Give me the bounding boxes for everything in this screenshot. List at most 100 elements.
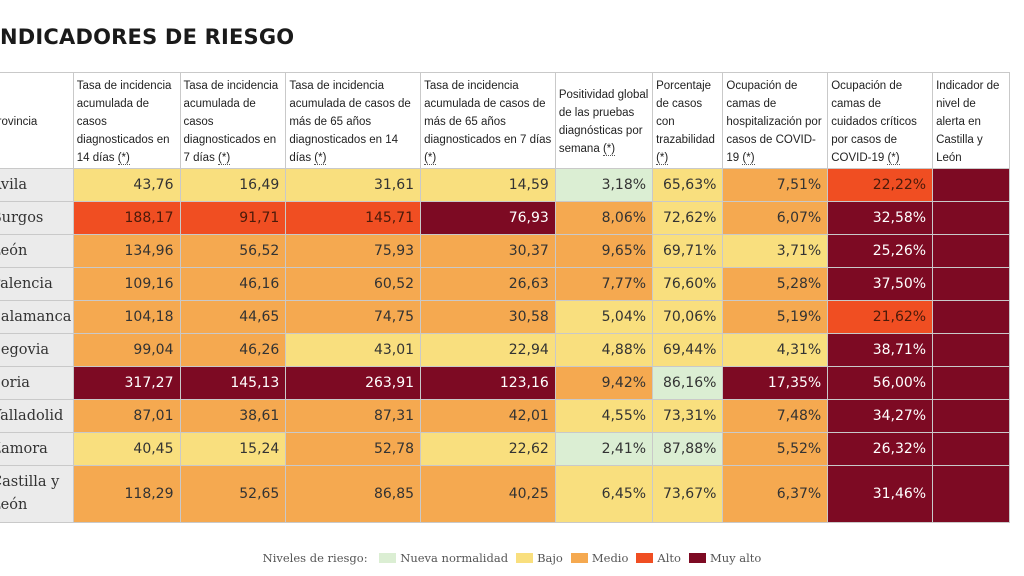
indicator-cell: 6,45% xyxy=(554,465,654,523)
legend-item-label: Muy alto xyxy=(709,551,762,565)
column-header: Tasa de incidencia acumulada de casos di… xyxy=(179,72,287,169)
legend-item-label: Medio xyxy=(591,551,629,565)
indicator-cell: 26,63 xyxy=(420,267,556,301)
footnote-marker[interactable]: (*) xyxy=(424,151,437,165)
indicator-cell: 7,51% xyxy=(722,168,829,202)
indicator-cell: 43,76 xyxy=(72,168,181,202)
legend-swatch xyxy=(379,553,397,563)
indicator-cell: 109,16 xyxy=(72,267,181,301)
province-cell: Segovia xyxy=(0,333,74,367)
indicator-cell: 52,65 xyxy=(179,465,287,523)
indicator-cell: 2,41% xyxy=(554,432,654,466)
legend-item-label: Nueva normalidad xyxy=(400,551,509,565)
indicator-cell xyxy=(932,168,1010,202)
indicator-cell: 99,04 xyxy=(72,333,181,367)
legend-label: Niveles de riesgo: xyxy=(262,551,368,565)
indicator-cell: 74,75 xyxy=(285,300,422,334)
indicator-cell: 87,31 xyxy=(285,399,422,433)
indicator-cell: 40,45 xyxy=(72,432,181,466)
indicator-cell: 91,71 xyxy=(179,201,287,235)
indicator-cell: 6,37% xyxy=(722,465,829,523)
footnote-marker[interactable]: (*) xyxy=(602,142,616,156)
table-row: Castilla y León118,2952,6586,8540,256,45… xyxy=(0,465,1010,523)
indicator-cell xyxy=(932,366,1010,400)
province-cell: Palencia xyxy=(0,267,74,301)
indicator-cell: 32,58% xyxy=(827,201,934,235)
indicator-cell: 104,18 xyxy=(72,300,181,334)
table-row: Ávila43,7616,4931,6114,593,18%65,63%7,51… xyxy=(0,168,1010,202)
table-row: León134,9656,5275,9330,379,65%69,71%3,71… xyxy=(0,234,1010,268)
indicator-cell: 15,24 xyxy=(179,432,287,466)
indicator-cell: 5,19% xyxy=(722,300,829,334)
column-header: Tasa de incidencia acumulada de casos de… xyxy=(285,72,422,169)
table-header-row: Provincia Tasa de incidencia acumulada de… xyxy=(0,72,1010,169)
footnote-marker[interactable]: (*) xyxy=(887,151,900,165)
legend-swatch xyxy=(688,553,706,563)
indicator-cell: 34,27% xyxy=(827,399,934,433)
indicator-cell: 26,32% xyxy=(827,432,934,466)
table-row: Palencia109,1646,1660,5226,637,77%76,60%… xyxy=(0,267,1010,301)
indicator-cell: 3,71% xyxy=(722,234,829,268)
indicator-cell: 3,18% xyxy=(554,168,654,202)
indicator-cell: 21,62% xyxy=(827,300,934,334)
table-row: Zamora40,4515,2452,7822,622,41%87,88%5,5… xyxy=(0,432,1010,466)
column-header: Ocupación de camas de cuidados críticos … xyxy=(827,72,934,169)
indicator-cell: 30,37 xyxy=(420,234,556,268)
indicator-cell xyxy=(932,234,1010,268)
indicator-cell xyxy=(932,399,1010,433)
footnote-marker[interactable]: (*) xyxy=(117,151,130,165)
indicator-cell: 73,67% xyxy=(652,465,724,523)
column-header-label: Tasa de incidencia acumulada de casos di… xyxy=(76,79,172,164)
column-header: Ocupación de camas de hospitalización po… xyxy=(722,72,829,169)
indicator-cell: 14,59 xyxy=(420,168,556,202)
footnote-marker[interactable]: (*) xyxy=(742,151,755,165)
indicator-cell: 17,35% xyxy=(722,366,829,400)
indicator-cell: 38,61 xyxy=(179,399,287,433)
indicator-cell: 87,88% xyxy=(652,432,724,466)
indicator-cell: 86,85 xyxy=(285,465,422,523)
table-row: Valladolid87,0138,6187,3142,014,55%73,31… xyxy=(0,399,1010,433)
indicator-cell: 52,78 xyxy=(285,432,422,466)
column-header-label: Porcentaje de casos con trazabilidad xyxy=(656,79,715,146)
indicator-cell: 5,52% xyxy=(722,432,829,466)
indicator-cell: 31,46% xyxy=(827,465,934,523)
legend-item-label: Alto xyxy=(657,551,681,565)
column-header: Positividad global de las pruebas diagnó… xyxy=(554,72,654,169)
indicator-cell: 7,77% xyxy=(554,267,654,301)
indicator-cell: 22,22% xyxy=(827,168,934,202)
column-header: Provincia xyxy=(0,72,74,169)
indicator-cell: 56,00% xyxy=(827,366,934,400)
indicator-cell: 60,52 xyxy=(285,267,422,301)
indicator-cell: 6,07% xyxy=(722,201,829,235)
column-header-label: Tasa de incidencia acumulada de casos de… xyxy=(289,79,411,164)
indicator-cell: 31,61 xyxy=(285,168,422,202)
table-row: Segovia99,0446,2643,0122,944,88%69,44%4,… xyxy=(0,333,1010,367)
column-header: Indicador de nivel de alerta en Castilla… xyxy=(932,72,1010,169)
province-cell: Castilla y León xyxy=(0,465,74,523)
indicator-cell: 8,06% xyxy=(554,201,654,235)
risk-legend: Niveles de riesgo: Nueva normalidad Bajo M… xyxy=(0,551,1024,565)
province-cell: Salamanca xyxy=(0,300,74,334)
column-header: Tasa de incidencia acumulada de casos de… xyxy=(420,72,556,169)
indicator-cell xyxy=(932,201,1010,235)
column-header: Porcentaje de casos con trazabilidad (*) xyxy=(652,72,724,169)
footnote-marker[interactable]: (*) xyxy=(218,151,231,165)
indicator-cell: 5,28% xyxy=(722,267,829,301)
indicator-cell: 46,16 xyxy=(179,267,287,301)
table-row: Soria317,27145,13263,91123,169,42%86,16%… xyxy=(0,366,1010,400)
indicator-cell: 22,94 xyxy=(420,333,556,367)
indicator-cell: 188,17 xyxy=(72,201,181,235)
footnote-marker[interactable]: (*) xyxy=(656,151,669,165)
indicator-cell: 123,16 xyxy=(420,366,556,400)
indicator-cell: 118,29 xyxy=(72,465,181,523)
indicator-cell: 37,50% xyxy=(827,267,934,301)
legend-swatch xyxy=(516,553,534,563)
footnote-marker[interactable]: (*) xyxy=(314,151,327,165)
indicator-cell xyxy=(932,300,1010,334)
indicator-cell xyxy=(932,267,1010,301)
indicator-cell: 87,01 xyxy=(72,399,181,433)
indicator-cell: 46,26 xyxy=(179,333,287,367)
indicator-cell: 69,71% xyxy=(652,234,724,268)
indicator-cell: 40,25 xyxy=(420,465,556,523)
indicator-cell: 4,55% xyxy=(554,399,654,433)
